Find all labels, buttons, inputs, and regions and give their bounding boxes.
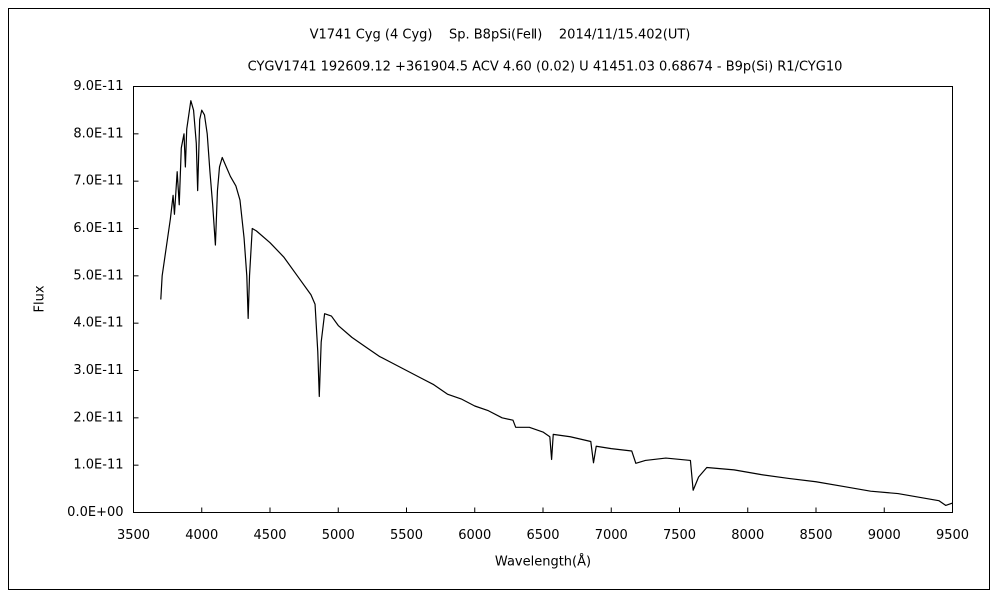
spectrum-line [160, 100, 953, 506]
y-tick-label: 0.0E+00 [67, 505, 123, 520]
chart-border [8, 8, 990, 590]
x-tick-label: 6500 [526, 528, 559, 543]
y-tick-label: 6.0E-11 [73, 221, 123, 236]
y-tick-label: 2.0E-11 [73, 410, 123, 425]
y-tick-label: 4.0E-11 [73, 316, 123, 331]
y-tick-label: 5.0E-11 [73, 268, 123, 283]
y-tick-label: 7.0E-11 [73, 174, 123, 189]
y-tick-label: 9.0E-11 [73, 79, 123, 94]
x-tick-label: 9000 [868, 528, 901, 543]
x-tick-label: 6000 [458, 528, 491, 543]
x-tick-label: 8500 [799, 528, 832, 543]
y-tick-label: 1.0E-11 [73, 458, 123, 473]
x-tick-label: 8000 [731, 528, 764, 543]
x-tick-label: 4500 [253, 528, 286, 543]
y-tick-label: 8.0E-11 [73, 126, 123, 141]
x-tick-label: 5500 [390, 528, 423, 543]
x-axis-label: Wavelength(Å) [495, 554, 591, 570]
x-tick-label: 4000 [185, 528, 218, 543]
chart-subtitle: CYGV1741 192609.12 +361904.5 ACV 4.60 (0… [248, 60, 843, 75]
x-tick-label: 9500 [936, 528, 969, 543]
x-tick-label: 7500 [663, 528, 696, 543]
x-tick-label: 7000 [595, 528, 628, 543]
y-tick-label: 3.0E-11 [73, 363, 123, 378]
chart-title: V1741 Cyg (4 Cyg) Sp. B8pSi(FeⅡ) 2014/11… [310, 28, 691, 43]
x-tick-label: 3500 [117, 528, 150, 543]
y-axis-label: Flux [33, 285, 48, 312]
x-tick-label: 5000 [322, 528, 355, 543]
